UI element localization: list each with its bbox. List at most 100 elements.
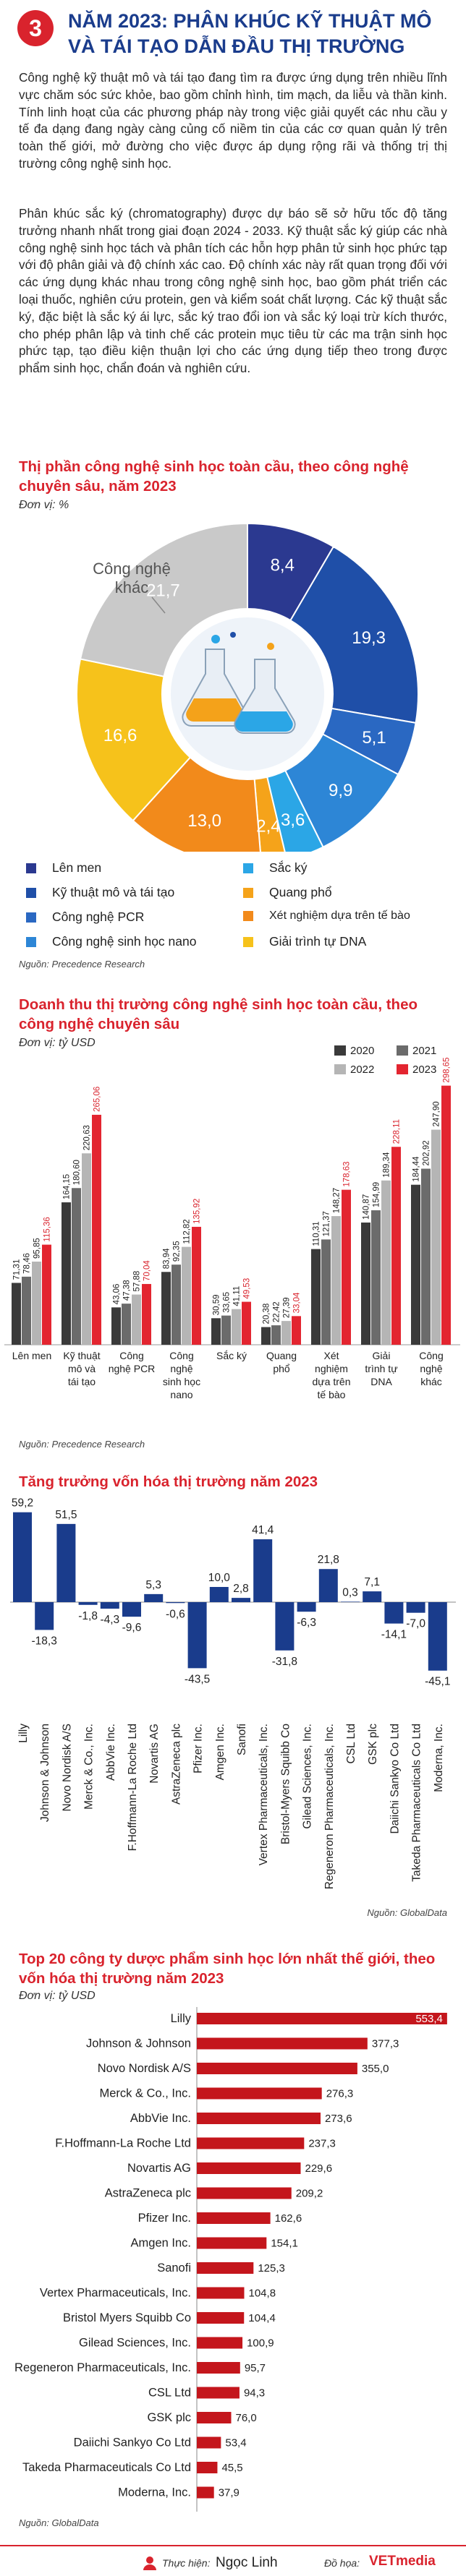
bar <box>197 2262 254 2274</box>
bar <box>192 1226 201 1345</box>
company-label: AstraZeneca plc <box>170 1724 182 1805</box>
bar-value-label: -9,6 <box>122 1622 142 1634</box>
bar <box>411 1184 420 1345</box>
legend-swatch <box>243 911 253 921</box>
bar-value-label: 237,3 <box>308 2138 336 2150</box>
company-label: GSK plc <box>367 1724 379 1765</box>
legend-swatch <box>243 863 253 873</box>
bar-value-label: 0,3 <box>342 1586 358 1599</box>
chart4-unit: Đơn vị: tỷ USD <box>19 1990 96 2002</box>
bar-value-label: 112,82 <box>183 1219 192 1244</box>
company-label: Novo Nordisk A/S <box>98 2062 191 2075</box>
company-label: Amgen Inc. <box>131 2237 191 2250</box>
legend-item: Xét nghiệm dựa trên tế bào <box>243 910 410 923</box>
legend-swatch <box>334 1045 346 1056</box>
company-label: Johnson & Johnson <box>39 1724 51 1822</box>
bar <box>12 1283 21 1345</box>
bar-value-label: 33,04 <box>293 1292 302 1313</box>
bar <box>166 1602 185 1604</box>
chart3-source: Nguồn: GlobalData <box>367 1907 447 1918</box>
company-label: Gilead Sciences, Inc. <box>302 1724 314 1829</box>
chart2-title: Doanh thu thị trường công nghệ sinh học … <box>19 996 418 1032</box>
bar-value-label: 355,0 <box>362 2063 389 2075</box>
bar <box>92 1114 101 1345</box>
bar <box>311 1249 321 1345</box>
bar <box>22 1276 31 1345</box>
bar-value-label: 20,38 <box>263 1304 271 1325</box>
bar <box>122 1602 141 1617</box>
legend-label: 2023 <box>412 1064 436 1076</box>
company-label: AstraZeneca plc <box>105 2187 191 2200</box>
bar-value-label: 59,2 <box>12 1497 33 1510</box>
legend-label: Giải trình tự DNA <box>269 934 367 949</box>
bar <box>391 1147 401 1345</box>
bar-value-label: 377,3 <box>372 2038 399 2050</box>
bar-value-label: 5,3 <box>145 1579 161 1591</box>
bar-value-label: -43,5 <box>185 1673 210 1685</box>
legend-label: 2022 <box>350 1064 374 1076</box>
section-number-badge: 3 <box>17 10 54 46</box>
bar-value-label: 148,27 <box>333 1188 342 1213</box>
bar-value-label: 100,9 <box>247 2337 274 2350</box>
chart3-title: Tăng trưởng vốn hóa thị trường năm 2023 <box>19 1473 318 1490</box>
legend-swatch <box>397 1045 408 1056</box>
company-label: Amgen Inc. <box>214 1724 226 1780</box>
company-label: Regeneron Pharmaceuticals, Inc. <box>323 1724 336 1889</box>
legend-label: Xét nghiệm dựa trên tế bào <box>269 910 410 922</box>
company-label: F.Hoffmann-La Roche Ltd <box>127 1724 139 1851</box>
company-label: Novartis AG <box>127 2162 191 2175</box>
bar-value-label: 125,3 <box>258 2262 285 2275</box>
legend-swatch <box>26 912 36 923</box>
bar <box>363 1591 382 1602</box>
legend-item: Lên men <box>26 860 101 876</box>
legend-item: Công nghệ PCR <box>26 910 144 925</box>
slice-label: 3,6 <box>281 810 305 830</box>
callout-other-tech: Công nghệ khác <box>93 560 171 596</box>
bar <box>197 2312 245 2324</box>
bar-value-label: 49,53 <box>243 1278 252 1299</box>
bar <box>281 1321 291 1345</box>
company-label: Gilead Sciences, Inc. <box>79 2337 191 2350</box>
bar <box>197 2162 301 2174</box>
author-label: Thực hiện: <box>162 2557 211 2569</box>
bar-value-label: 184,44 <box>412 1156 421 1182</box>
bar-value-label: -18,3 <box>32 1635 57 1647</box>
bar <box>197 2013 447 2024</box>
slice-label: 19,3 <box>352 628 386 648</box>
company-label: Moderna, Inc. <box>118 2486 191 2499</box>
company-label: Regeneron Pharmaceuticals, Inc. <box>14 2361 191 2374</box>
bar <box>197 2412 232 2423</box>
page-title: NĂM 2023: PHÂN KHÚC KỸ THUẬT MÔ VÀ TÁI T… <box>68 10 432 57</box>
bar-value-label: 104,8 <box>249 2288 276 2300</box>
bar-value-label: 180,60 <box>73 1160 82 1185</box>
bar-value-label: 10,0 <box>208 1572 231 1584</box>
bar-value-label: 21,8 <box>318 1554 339 1566</box>
bar <box>197 2063 357 2074</box>
bar-value-label: 228,11 <box>393 1119 402 1144</box>
category-label: Công nghệ sinh học nano <box>163 1350 200 1400</box>
bar-value-label: 140,87 <box>363 1194 371 1220</box>
bar <box>13 1512 32 1602</box>
bar-value-label: 104,4 <box>248 2312 276 2324</box>
bar <box>197 2337 243 2349</box>
bar-value-label: -7,0 <box>406 1618 425 1630</box>
footer: Thực hiện: Ngọc Linh Đồ họa: VETmedia <box>0 2552 466 2576</box>
bar-value-label: 30,59 <box>213 1295 221 1316</box>
bar-value-label: 220,63 <box>83 1125 92 1150</box>
legend-label: Công nghệ PCR <box>52 910 145 924</box>
legend-swatch <box>26 887 36 898</box>
author-icon <box>143 2556 156 2570</box>
slice-label: 8,4 <box>271 555 295 575</box>
bar-value-label: 298,65 <box>443 1057 452 1082</box>
bar-value-label: 276,3 <box>326 2088 354 2100</box>
company-label: Vertex Pharmaceuticals, Inc. <box>40 2287 191 2300</box>
company-label: Sanofi <box>157 2262 191 2275</box>
bar-value-label: 33,65 <box>223 1292 232 1313</box>
bar <box>341 1601 360 1602</box>
bar-value-label: 51,5 <box>55 1509 77 1521</box>
legend-item: Quang phổ <box>243 885 332 900</box>
slice-label: 5,1 <box>362 728 386 748</box>
footer-divider <box>0 2545 466 2546</box>
chart4-source: Nguồn: GlobalData <box>19 2517 99 2528</box>
category-label: Xét nghiệm dựa trên tế bào <box>313 1350 351 1400</box>
